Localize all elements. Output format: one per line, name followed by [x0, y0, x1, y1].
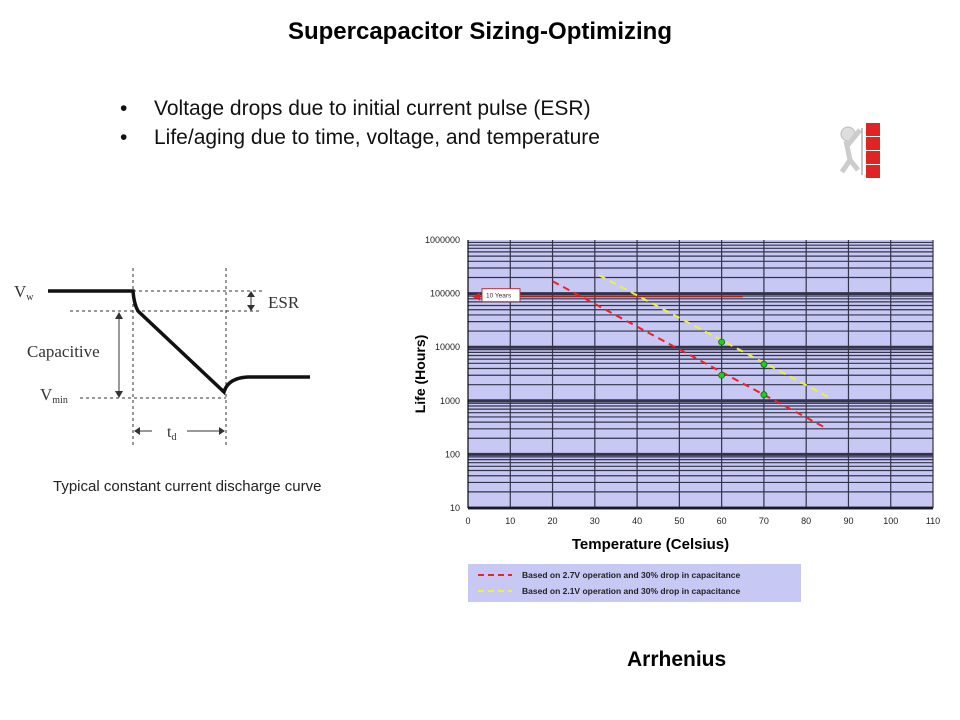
plot-area [468, 240, 933, 508]
bullet-marker: • [120, 126, 128, 149]
x-axis-label: Temperature (Celsius) [572, 536, 729, 553]
legend [468, 564, 801, 602]
bullet-text: Life/aging due to time, voltage, and tem… [154, 126, 600, 149]
discharge-curve-diagram: Vw ESR Capacitive Vmin td [14, 268, 310, 448]
data-point [760, 391, 768, 399]
slide-title: Supercapacitor Sizing-Optimizing [287, 18, 673, 45]
data-point [718, 338, 726, 346]
series-line-0 [552, 280, 828, 430]
x-tick-label: 100 [883, 516, 898, 526]
data-point [718, 371, 726, 379]
x-tick-label: 0 [465, 516, 470, 526]
x-tick-label: 70 [759, 516, 769, 526]
x-tick-label: 30 [590, 516, 600, 526]
esr-label: ESR [268, 293, 300, 312]
bullet-marker: • [120, 97, 128, 120]
risk-figure-icon [839, 123, 880, 178]
diagram-caption: Typical constant current discharge curve [53, 478, 322, 495]
x-tick-label: 60 [717, 516, 727, 526]
series-line-1 [598, 274, 833, 400]
x-tick-label: 90 [843, 516, 853, 526]
y-axis-label: Life (Hours) [412, 335, 428, 414]
y-tick-label: 100000 [430, 289, 460, 299]
risk-block [866, 151, 880, 164]
y-tick-label: 10 [450, 503, 460, 513]
bullet-text: Voltage drops due to initial current pul… [154, 97, 591, 120]
legend-label: Based on 2.7V operation and 30% drop in … [522, 570, 741, 580]
bullet-item: • Voltage drops due to initial current pu… [120, 97, 591, 121]
y-tick-label: 10000 [435, 342, 460, 352]
x-tick-label: 50 [674, 516, 684, 526]
risk-block [866, 165, 880, 178]
ten-years-label: 10 Years [486, 293, 512, 300]
legend-label: Based on 2.1V operation and 30% drop in … [522, 586, 741, 596]
y-tick-label: 1000000 [425, 235, 460, 245]
x-tick-label: 40 [632, 516, 642, 526]
risk-block [866, 123, 880, 136]
risk-block [866, 137, 880, 150]
capacitive-label: Capacitive [27, 342, 100, 361]
x-tick-label: 80 [801, 516, 811, 526]
x-tick-label: 10 [505, 516, 515, 526]
x-tick-label: 110 [926, 516, 940, 526]
td-label: td [167, 424, 176, 443]
vmin-label: Vmin [40, 385, 68, 406]
arrhenius-label: Arrhenius [627, 648, 727, 671]
bullet-item: • Life/aging due to time, voltage, and te… [120, 126, 600, 150]
y-tick-label: 100 [445, 449, 460, 459]
vw-label: Vw [14, 282, 34, 303]
ten-years-arrow [472, 292, 480, 301]
x-tick-label: 20 [548, 516, 558, 526]
life-temperature-chart: 0 10 20 30 40 50 60 70 80 90 100 110 10 100 1000 10000 1… [412, 235, 940, 602]
data-point [760, 360, 768, 368]
ten-years-box [481, 288, 521, 303]
y-tick-label: 1000 [440, 396, 460, 406]
